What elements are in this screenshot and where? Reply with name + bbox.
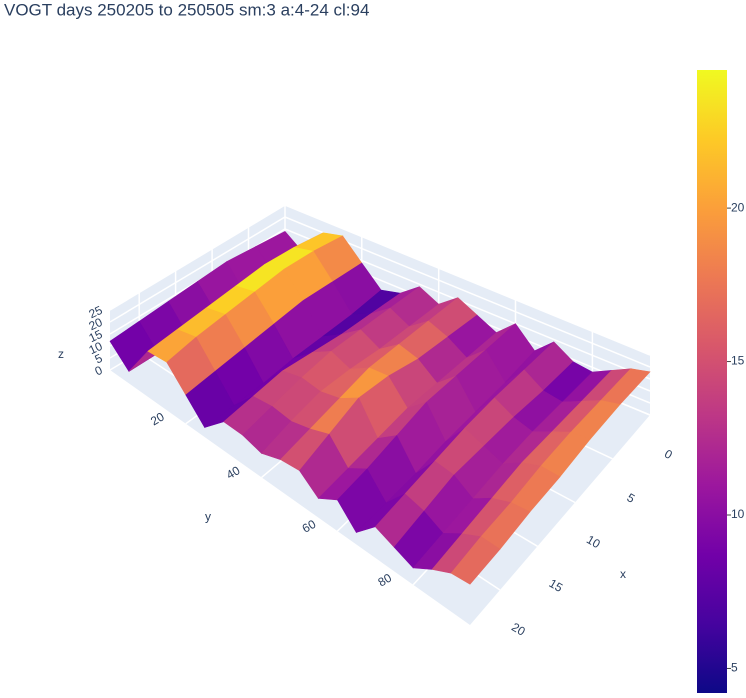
chart-title: VOGT days 250205 to 250505 sm:3 a:4-24 c…	[4, 0, 369, 19]
z-tick-label: 10	[87, 339, 105, 357]
colorbar-tick-label: 20	[731, 200, 745, 214]
y-tick-label: 80	[375, 570, 394, 589]
y-tick-label: 20	[148, 409, 167, 428]
y-tick-label: 60	[300, 517, 319, 536]
y-axis-label: y	[205, 510, 211, 524]
grid-line	[109, 228, 651, 380]
colorbar-tick-label: 5	[731, 661, 738, 675]
z-tick-label: 15	[87, 327, 105, 345]
x-tick-label: 20	[509, 620, 528, 639]
y-tick-label: 40	[224, 463, 243, 482]
z-tick-label: 25	[87, 303, 105, 321]
colorbar-tick-label: 15	[731, 354, 745, 368]
surface-patch	[450, 536, 501, 585]
grid-line	[109, 204, 651, 356]
z-axis-label: z	[58, 347, 64, 361]
colorbar	[697, 70, 727, 693]
x-tick-label: 0	[662, 447, 675, 463]
x-axis-label: x	[620, 567, 626, 581]
z-tick-label: 20	[87, 315, 105, 333]
x-tick-label: 15	[547, 576, 566, 595]
grid-line	[109, 216, 651, 368]
x-tick-label: 5	[625, 490, 638, 506]
colorbar-tick-label: 10	[731, 507, 745, 521]
x-tick-label: 10	[584, 532, 603, 551]
